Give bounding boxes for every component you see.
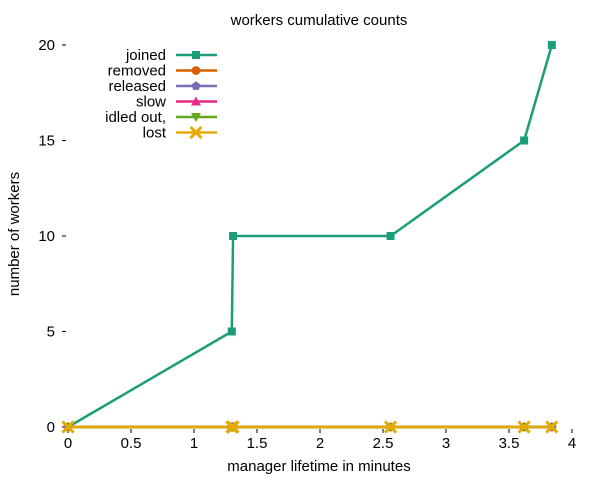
legend-marker: [191, 96, 201, 106]
legend-marker: [189, 125, 203, 140]
y-tick-label: 5: [47, 324, 55, 341]
series-layer: [61, 41, 559, 434]
legend-marker: [192, 51, 200, 59]
x-tick-label: 0.5: [121, 435, 142, 452]
axes-layer: 0 0.5 1 1.5 2 2.5 3 3.5 4 0 5 10 15 20: [38, 37, 576, 452]
data-point: [545, 420, 559, 434]
chart-title: workers cumulative counts: [230, 12, 408, 29]
x-tick-label: 2: [316, 435, 324, 452]
data-point: [383, 420, 398, 434]
y-tick-label: 10: [38, 228, 55, 245]
legend-item: released: [108, 78, 217, 95]
legend-item: idled out,: [105, 109, 217, 126]
x-tick-label: 2.5: [373, 435, 394, 452]
legend-marker: [191, 113, 201, 122]
series-line: [67, 44, 554, 429]
y-axis-label: number of workers: [6, 172, 23, 296]
x-tick-label: 1: [190, 435, 198, 452]
data-point: [229, 232, 238, 240]
data-point: [386, 232, 395, 240]
legend-item: joined: [125, 47, 217, 64]
data-point: [547, 41, 556, 49]
data-point: [226, 420, 240, 434]
legend-label: joined: [125, 47, 166, 64]
legend-label: removed: [108, 63, 166, 80]
data-point: [227, 327, 236, 336]
legend-label: released: [108, 78, 166, 95]
legend-marker: [191, 66, 201, 75]
data-point: [517, 420, 531, 434]
x-axis-label: manager lifetime in minutes: [227, 458, 410, 475]
legend-item: lost: [143, 125, 217, 142]
x-tick-label: 4: [568, 435, 576, 452]
legend-label: slow: [136, 94, 166, 111]
y-tick-label: 20: [38, 37, 55, 54]
y-tick-label: 15: [38, 133, 55, 150]
x-tick-label: 3.5: [499, 435, 520, 452]
legend-item: slow: [136, 94, 217, 111]
series-lost: [61, 420, 559, 434]
data-point: [61, 420, 75, 434]
legend-label: lost: [143, 125, 167, 142]
legend-item: removed: [108, 63, 217, 80]
data-point: [520, 136, 529, 145]
legend-label: idled out,: [105, 109, 166, 126]
legend-marker: [191, 81, 201, 90]
x-tick-label: 1.5: [247, 435, 268, 452]
x-tick-label: 3: [442, 435, 450, 452]
x-tick-label: 0: [64, 435, 72, 452]
y-tick-label: 0: [47, 419, 55, 436]
